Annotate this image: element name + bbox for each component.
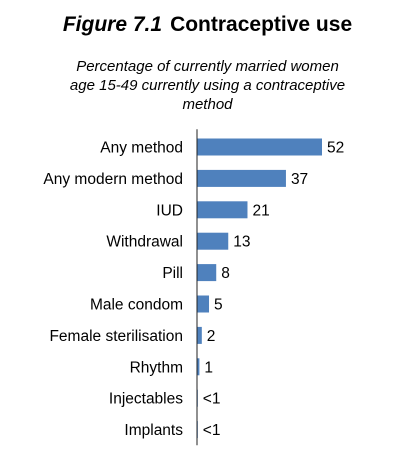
category-label-any-method: Any method	[100, 140, 183, 157]
chart-title: Figure 7.1 Contraceptive use	[0, 12, 415, 38]
category-label-any-modern-method: Any modern method	[43, 171, 183, 188]
category-label-implants: Implants	[124, 422, 183, 439]
figure-title: Contraceptive use	[170, 13, 353, 36]
bar-iud	[197, 201, 248, 219]
value-label-injectables: <1	[203, 391, 221, 408]
category-label-pill: Pill	[162, 265, 183, 282]
category-label-male-condom: Male condom	[90, 297, 183, 314]
bar-male-condom	[197, 295, 210, 313]
value-label-pill: 8	[221, 265, 230, 282]
value-label-rhythm: 1	[204, 359, 213, 376]
category-label-withdrawal: Withdrawal	[106, 234, 183, 251]
value-label-iud: 21	[252, 202, 269, 219]
bar-any-method	[197, 138, 322, 156]
chart-subtitle: Percentage of currently married women ag…	[0, 57, 415, 114]
bar-withdrawal	[197, 232, 229, 250]
bar-pill	[197, 264, 217, 282]
value-label-female-sterilisation: 2	[207, 328, 216, 345]
figure-number: Figure 7.1	[62, 13, 163, 36]
value-label-male-condom: 5	[214, 297, 223, 314]
bar-rhythm	[197, 358, 200, 376]
value-label-any-modern-method: 37	[291, 171, 308, 188]
value-label-implants: <1	[203, 422, 221, 439]
value-label-withdrawal: 13	[233, 234, 250, 251]
category-label-rhythm: Rhythm	[130, 359, 183, 376]
category-label-injectables: Injectables	[109, 391, 183, 408]
subtitle-line-2: age 15-49 currently using a contraceptiv…	[69, 77, 346, 94]
bar-any-modern-method	[197, 169, 286, 187]
category-label-female-sterilisation: Female sterilisation	[49, 328, 183, 345]
bar-female-sterilisation	[197, 326, 202, 344]
category-label-iud: IUD	[156, 202, 183, 219]
subtitle-line-1: Percentage of currently married women	[76, 58, 339, 75]
value-label-any-method: 52	[327, 140, 344, 157]
subtitle-line-3: method	[182, 96, 233, 113]
